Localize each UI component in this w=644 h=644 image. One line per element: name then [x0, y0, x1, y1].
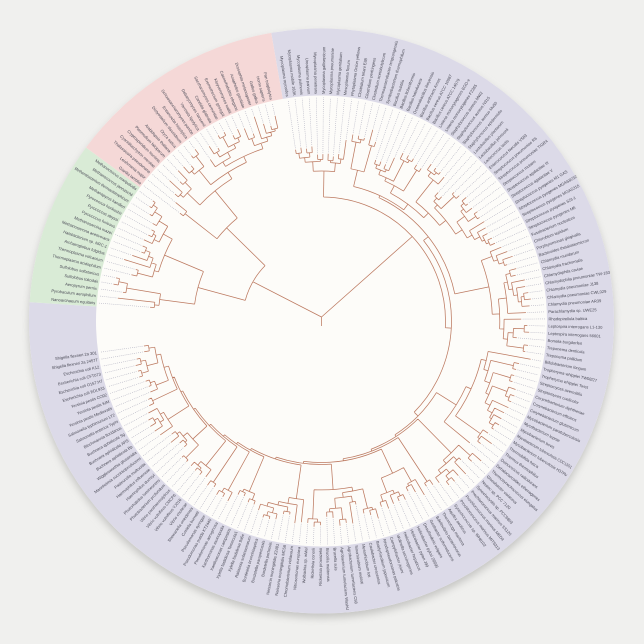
svg-text:Mycoplasma penetrans: Mycoplasma penetrans: [313, 52, 319, 94]
svg-text:Chlamydia pneumoniae CWL029: Chlamydia pneumoniae CWL029: [547, 289, 607, 300]
svg-text:Mycoplasma pulmonis: Mycoplasma pulmonis: [296, 55, 304, 95]
svg-text:Sulfolobus tokodaii: Sulfolobus tokodaii: [64, 273, 98, 284]
svg-text:Borrelia burgdorferi: Borrelia burgdorferi: [547, 338, 582, 346]
svg-text:Mesoplasma florum: Mesoplasma florum: [342, 59, 351, 95]
svg-text:Leptospira interrogans L1-130: Leptospira interrogans L1-130: [548, 324, 603, 330]
svg-text:Mycoplasma pneumoniae: Mycoplasma pneumoniae: [328, 47, 335, 94]
svg-text:Clostridium tetani E88: Clostridium tetani E88: [357, 57, 369, 98]
svg-text:Mycoplasma mycoides: Mycoplasma mycoides: [279, 56, 290, 97]
svg-text:Nanoarchaeum equitans: Nanoarchaeum equitans: [51, 297, 95, 306]
svg-text:Phytoplasma Onion yellows: Phytoplasma Onion yellows: [350, 46, 362, 96]
svg-text:Treponema pallidum: Treponema pallidum: [546, 352, 584, 362]
svg-text:Sinorhizobium meliloti: Sinorhizobium meliloti: [354, 545, 365, 585]
svg-text:Mycoplasma genitalium: Mycoplasma genitalium: [335, 52, 343, 95]
svg-text:Aeropyrum pernix: Aeropyrum pernix: [65, 281, 97, 291]
svg-text:Leptospira interrogans 56601: Leptospira interrogans 56601: [548, 331, 602, 339]
svg-text:Homo sapiens: Homo sapiens: [255, 76, 266, 102]
svg-text:Wolbachia sp. wMel: Wolbachia sp. wMel: [301, 547, 308, 583]
svg-text:Chromobacterium violaceum: Chromobacterium violaceum: [283, 545, 295, 597]
svg-text:Rickettsia prowazekii: Rickettsia prowazekii: [318, 548, 323, 586]
svg-text:Rhodopirellula baltica: Rhodopirellula baltica: [548, 316, 587, 321]
svg-text:Rickettsia conorii: Rickettsia conorii: [310, 548, 316, 579]
svg-text:Agrobacterium tumefaciens Wash: Agrobacterium tumefaciens WashU: [340, 547, 351, 611]
svg-text:Ureaplasma parvum: Ureaplasma parvum: [305, 58, 312, 95]
svg-text:Chlamydia pneumoniae AR39: Chlamydia pneumoniae AR39: [548, 298, 603, 307]
svg-text:Gallus gallus: Gallus gallus: [249, 80, 260, 104]
svg-text:Nitrosomonas europaea: Nitrosomonas europaea: [292, 546, 301, 590]
svg-text:Brucella melitensis: Brucella melitensis: [325, 548, 331, 582]
svg-text:Pan troglodytes: Pan troglodytes: [263, 72, 274, 101]
svg-text:Treponema denticola: Treponema denticola: [547, 345, 586, 354]
svg-text:Shigella flexneri 2a 301: Shigella flexneri 2a 301: [55, 350, 98, 361]
svg-text:Brucella suis: Brucella suis: [332, 547, 338, 570]
svg-text:Pyrobaculum aerophilum: Pyrobaculum aerophilum: [51, 288, 97, 298]
svg-text:Parachlamydia sp. UWE25: Parachlamydia sp. UWE25: [548, 307, 597, 314]
svg-text:Mesorhizobium loti: Mesorhizobium loti: [361, 544, 372, 578]
svg-text:Mycoplasma gallisepticum: Mycoplasma gallisepticum: [321, 46, 326, 94]
svg-text:Mycoplasma mobile 163K: Mycoplasma mobile 163K: [287, 49, 297, 96]
